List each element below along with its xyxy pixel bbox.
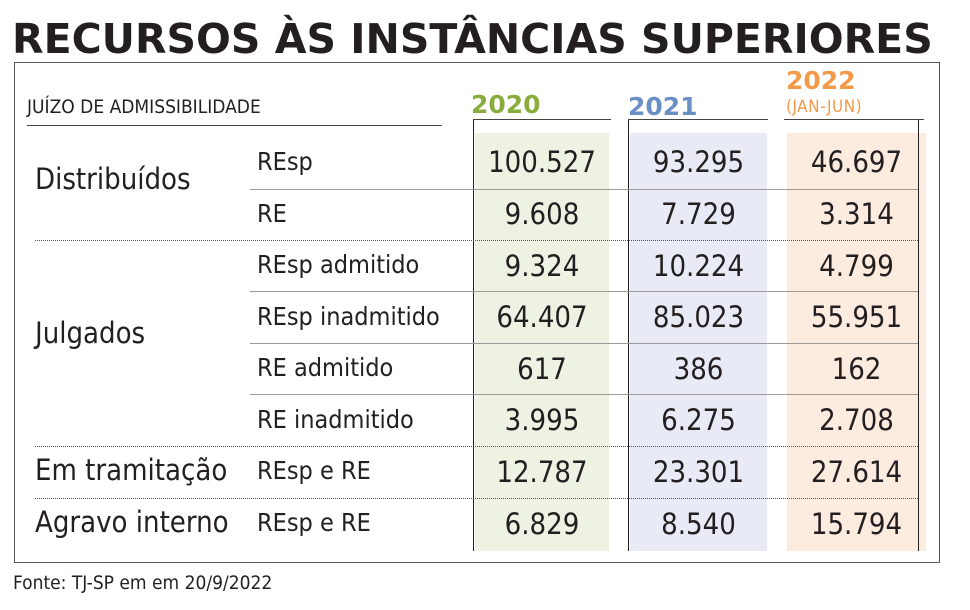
chart-title: RECURSOS ÀS INSTÂNCIAS SUPERIORES bbox=[12, 15, 933, 63]
table-cell: 386 bbox=[673, 352, 724, 386]
row-label: RE inadmitido bbox=[257, 405, 414, 434]
column-header-2021: 2021 bbox=[628, 92, 698, 121]
table-cell: 6.275 bbox=[661, 403, 736, 437]
table-cell: 85.023 bbox=[652, 300, 745, 334]
group-label-distribuidos: Distribuídos bbox=[35, 162, 191, 196]
row-label: REsp bbox=[257, 147, 313, 176]
source-note: Fonte: TJ-SP em em 20/9/2022 bbox=[13, 572, 273, 594]
row-separator bbox=[250, 189, 918, 190]
table-cell: 9.324 bbox=[504, 249, 580, 283]
group-label-julgados: Julgados bbox=[35, 316, 146, 350]
table-cell: 8.540 bbox=[661, 507, 736, 541]
column-band-2022 bbox=[787, 133, 926, 551]
table-cell: 7.729 bbox=[661, 197, 736, 231]
table-cell: 9.608 bbox=[504, 197, 580, 231]
table-cell: 64.407 bbox=[496, 300, 588, 334]
table-cell: 46.697 bbox=[810, 145, 903, 179]
column-header-2022-note: (JAN-JUN) bbox=[786, 97, 863, 117]
column-border bbox=[918, 120, 919, 551]
header-underline-2022 bbox=[784, 119, 924, 120]
group-separator bbox=[35, 240, 918, 241]
table-cell: 3.995 bbox=[504, 403, 580, 437]
table-cell: 6.829 bbox=[504, 507, 580, 541]
header-underline bbox=[27, 125, 442, 126]
table-cell: 55.951 bbox=[810, 300, 903, 334]
group-separator bbox=[35, 446, 918, 447]
table-cell: 3.314 bbox=[819, 197, 894, 231]
row-label: REsp e RE bbox=[257, 508, 371, 537]
row-separator bbox=[250, 394, 918, 395]
row-label: REsp e RE bbox=[257, 456, 371, 485]
column-header-2022: 2022 bbox=[786, 66, 856, 95]
table-cell: 93.295 bbox=[652, 145, 745, 179]
table-cell: 617 bbox=[517, 352, 567, 386]
row-label: RE bbox=[257, 199, 287, 228]
table-cell: 23.301 bbox=[652, 455, 745, 489]
table-cell: 27.614 bbox=[810, 455, 903, 489]
table-cell: 2.708 bbox=[819, 403, 894, 437]
row-separator bbox=[250, 291, 918, 292]
column-header-2020: 2020 bbox=[471, 90, 541, 119]
column-border bbox=[473, 120, 474, 551]
table-cell: 12.787 bbox=[496, 455, 588, 489]
table-cell: 100.527 bbox=[488, 145, 596, 179]
row-separator bbox=[250, 343, 918, 344]
column-band-2020 bbox=[475, 133, 609, 551]
row-label: REsp inadmitido bbox=[257, 302, 440, 331]
group-separator bbox=[35, 498, 918, 499]
table-cell: 4.799 bbox=[819, 249, 894, 283]
column-band-2021 bbox=[630, 133, 767, 551]
header-underline-2020 bbox=[473, 119, 611, 120]
group-label-em-tramitacao: Em tramitação bbox=[35, 453, 228, 487]
table-subtitle: JUÍZO DE ADMISSIBILIDADE bbox=[27, 96, 261, 118]
group-label-agravo-interno: Agravo interno bbox=[35, 505, 229, 539]
column-border bbox=[628, 120, 629, 551]
row-label: REsp admitido bbox=[257, 250, 420, 279]
row-label: RE admitido bbox=[257, 353, 394, 382]
table-cell: 162 bbox=[831, 352, 882, 386]
table-cell: 15.794 bbox=[810, 507, 903, 541]
table-frame bbox=[14, 62, 940, 563]
table-cell: 10.224 bbox=[652, 249, 745, 283]
header-underline-2021 bbox=[628, 119, 768, 120]
